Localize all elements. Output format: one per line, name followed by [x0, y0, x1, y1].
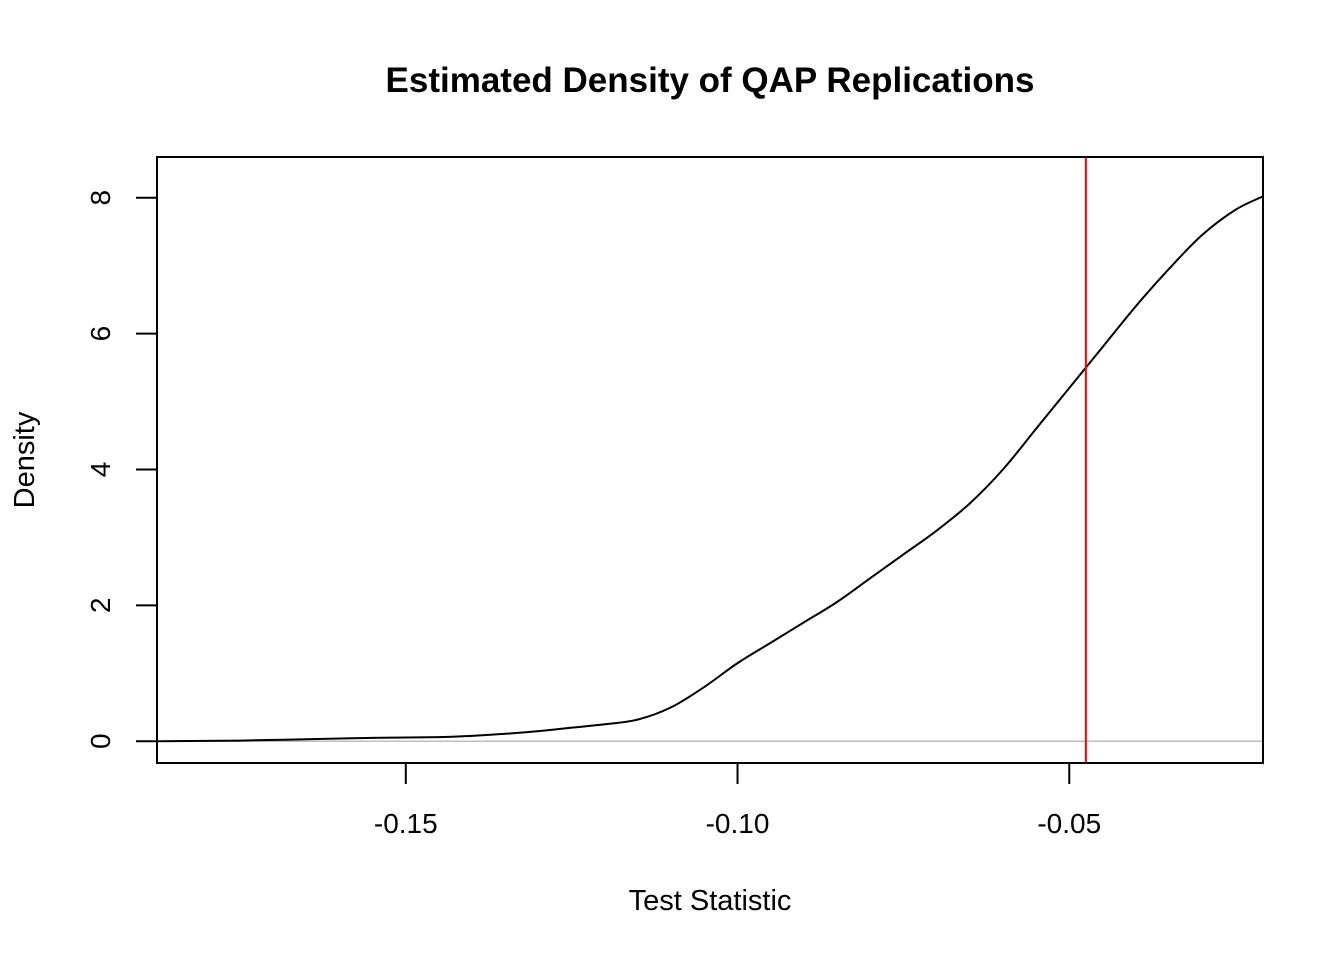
chart-title: Estimated Density of QAP Replications — [386, 61, 1035, 100]
x-tick-label: -0.15 — [374, 808, 438, 839]
x-tick-label: -0.05 — [1037, 808, 1101, 839]
y-tick-label: 4 — [85, 462, 116, 478]
y-tick-label: 6 — [85, 326, 116, 342]
plot-border — [156, 156, 1264, 764]
density-curve — [156, 195, 1264, 743]
plot-area — [156, 157, 1264, 763]
y-axis: 0 2 4 6 8 — [85, 190, 158, 749]
y-tick-label: 0 — [85, 733, 116, 749]
x-axis: -0.15 -0.10 -0.05 — [374, 762, 1101, 839]
y-tick-label: 2 — [85, 598, 116, 614]
y-axis-label: Density — [9, 411, 41, 508]
y-tick-label: 8 — [85, 190, 116, 206]
x-axis-label: Test Statistic — [629, 885, 792, 917]
x-tick-label: -0.10 — [706, 808, 770, 839]
